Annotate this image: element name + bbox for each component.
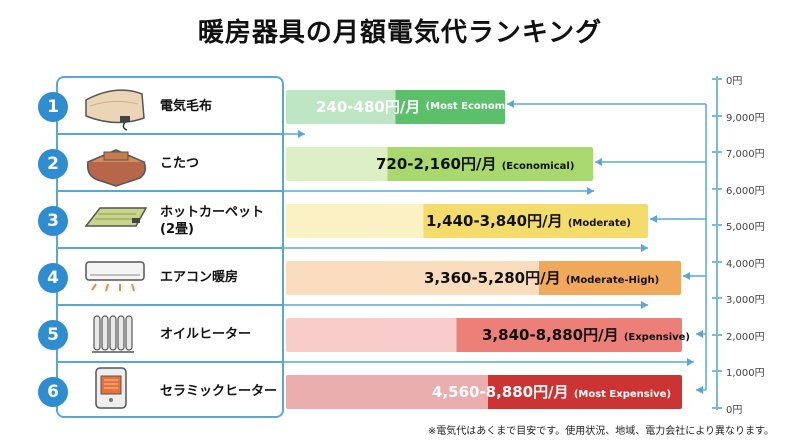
row-separator	[56, 190, 284, 192]
connector-arrowhead	[687, 358, 694, 366]
cost-range-label: 4,560-8,880円/月 (Most Expensive)	[432, 375, 671, 409]
rank-badge: 1	[38, 91, 68, 122]
scale-tick-label: 6,000円	[726, 185, 765, 197]
scale-axis-line	[716, 76, 718, 410]
row-separator	[56, 304, 284, 306]
cost-range-text: 240-480円/月	[316, 97, 426, 116]
connector-arrowhead	[641, 301, 648, 309]
scale-tick-label: 7,000円	[726, 149, 765, 160]
cost-range-text: 4,560-8,880円/月	[432, 382, 574, 401]
rank-badge: 4	[38, 262, 68, 293]
scale-tick	[712, 151, 722, 153]
scale-tick	[712, 370, 722, 372]
appliance-name: オイルヒーター	[160, 327, 252, 342]
rank-badge: 5	[38, 319, 68, 350]
scale-tick-label: 2,000円	[726, 331, 765, 343]
rank-badge: 3	[38, 205, 68, 236]
connector-arrowhead	[587, 187, 594, 195]
connector-arrowhead	[595, 158, 602, 166]
scale-tick	[712, 114, 722, 117]
scale-tick	[712, 260, 722, 263]
appliance-name: こたつ	[160, 156, 200, 171]
connector-arrowhead	[683, 272, 690, 280]
cost-tier-note: (Expensive)	[623, 331, 690, 343]
cost-range-text: 720-2,160円/月	[376, 154, 502, 173]
scale-tick-label: 5,000円	[726, 222, 765, 233]
scale-tick-label: 0円	[726, 404, 743, 416]
scale-tick	[712, 297, 722, 299]
scale-tick	[712, 224, 722, 226]
cost-bar	[286, 203, 648, 238]
connector-arrowhead	[696, 386, 703, 394]
scale-tick	[712, 78, 722, 80]
cost-range-label: 720-2,160円/月 (Economical)	[376, 147, 574, 181]
scale-tick	[712, 406, 722, 409]
cost-range-label: 240-480円/月 (Most Economical)	[316, 90, 530, 124]
row-separator	[56, 133, 284, 135]
chart-title: 暖房器具の月額電気代ランキング	[197, 18, 603, 48]
cost-range-text: 3,360-5,280円/月	[424, 268, 566, 287]
cost-tier-note: (Moderate)	[567, 217, 631, 229]
rank-badge: 6	[38, 376, 68, 407]
appliance-name: 電気毛布	[160, 99, 213, 114]
row-separator	[56, 247, 284, 249]
cost-bar	[286, 146, 593, 181]
rank-badge: 2	[38, 148, 68, 179]
appliance-name: セラミックヒーター	[160, 384, 278, 399]
connector-arrowhead	[641, 244, 648, 252]
cost-range-label: 1,440-3,840円/月 (Moderate)	[426, 204, 631, 238]
cost-tier-note: (Economical)	[501, 160, 575, 172]
scale-tick-label: 3,000円	[726, 295, 765, 306]
connector-arrowhead	[650, 215, 657, 223]
cost-range-label: 3,840-8,880円/月 (Expensive)	[482, 318, 690, 352]
scale-tick-label: 0円	[726, 76, 743, 87]
scale-tick-label: 1,000円	[726, 368, 765, 379]
cost-range-label: 3,360-5,280円/月 (Moderate-High)	[424, 261, 659, 295]
cost-range-text: 1,440-3,840円/月	[426, 211, 568, 230]
appliance-name: エアコン暖房	[160, 270, 239, 285]
scale-tick	[712, 333, 722, 336]
cost-range-text: 3,840-8,880円/月	[482, 325, 624, 344]
cost-bar	[286, 260, 681, 295]
footnote: ※電気代はあくまで目安です。使用状況、地域、電力会社により異なります。	[427, 426, 774, 437]
cost-tier-note: (Most Economical)	[425, 100, 530, 112]
cost-tier-note: (Most Expensive)	[573, 388, 672, 400]
cost-tier-note: (Moderate-High)	[565, 274, 660, 286]
appliance-name: ホットカーペット (2畳)	[160, 204, 265, 237]
row-separator	[56, 361, 284, 363]
connector-arrowhead	[696, 330, 703, 338]
scale-tick	[712, 187, 722, 190]
connector-arrowhead	[298, 130, 305, 138]
cost-bar	[286, 317, 682, 352]
cost-bar	[286, 89, 505, 124]
cost-bar	[286, 374, 682, 409]
scale-tick-label: 4,000円	[726, 258, 765, 270]
scale-tick-label: 9,000円	[726, 112, 765, 124]
